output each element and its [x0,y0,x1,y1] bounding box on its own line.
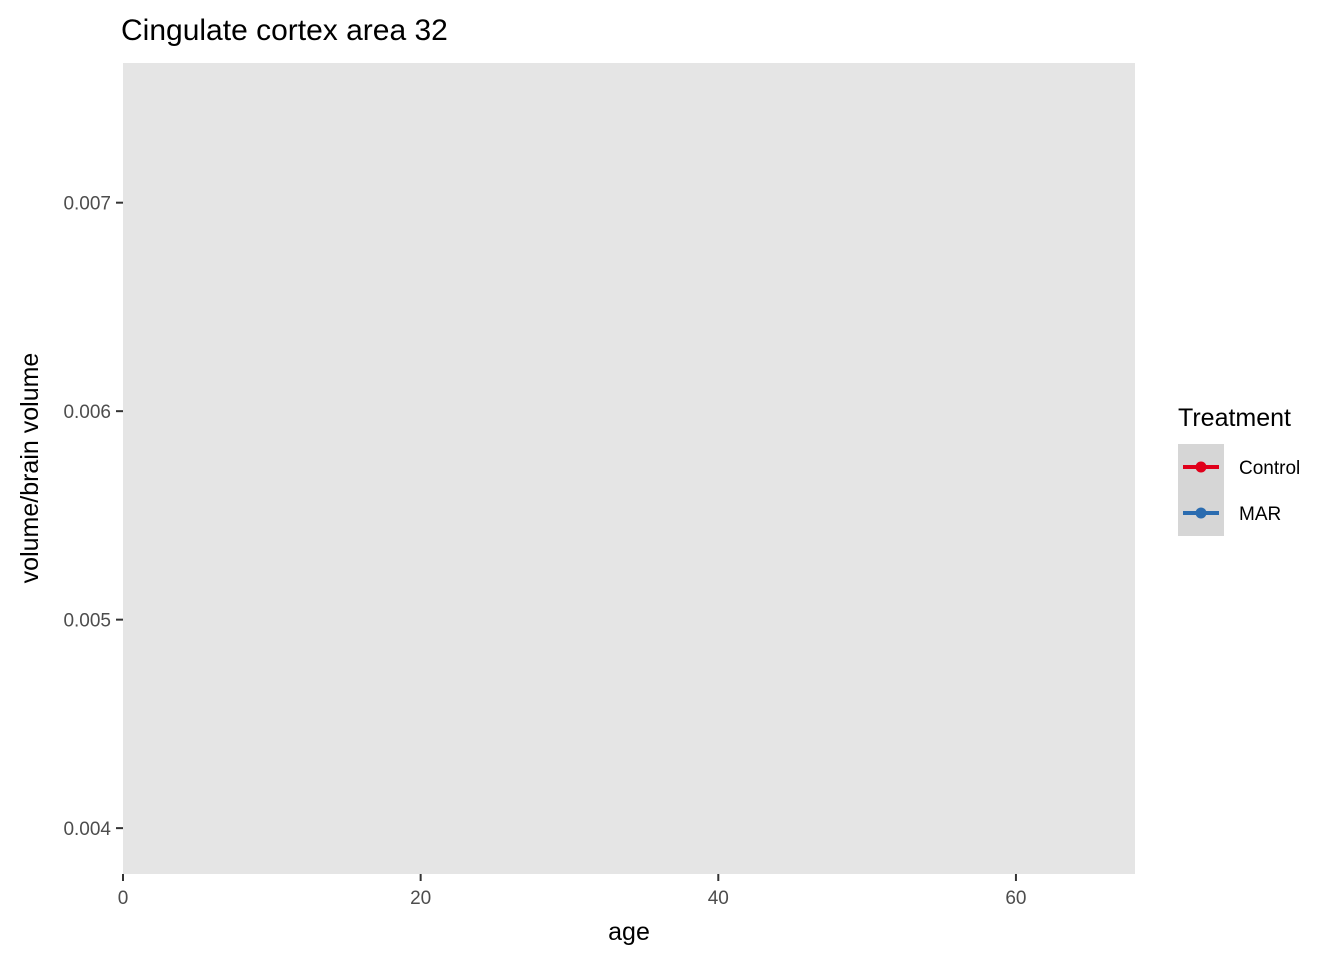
axes: 0 20 40 60 0.004 0.005 0.006 0.007 [63,194,1026,909]
x-tick-label: 0 [118,888,129,909]
chart-title: Cingulate cortex area 32 [121,14,448,47]
y-tick-label: 0.005 [63,611,111,632]
legend: Treatment Control MAR [1178,404,1300,536]
panel-background [123,63,1135,874]
legend-label-control: Control [1239,458,1300,479]
legend-key-point [1195,507,1207,519]
y-tick-label: 0.004 [63,819,111,840]
y-axis-title: volume/brain volume [16,353,44,584]
x-axis-title: age [608,918,650,946]
y-tick-label: 0.006 [63,402,111,423]
legend-title: Treatment [1178,404,1291,432]
legend-key-point [1195,461,1207,473]
x-tick-label: 20 [410,888,431,909]
x-tick-label: 60 [1005,888,1026,909]
legend-label-mar: MAR [1239,504,1281,525]
y-tick-label: 0.007 [63,194,111,215]
x-tick-label: 40 [708,888,729,909]
